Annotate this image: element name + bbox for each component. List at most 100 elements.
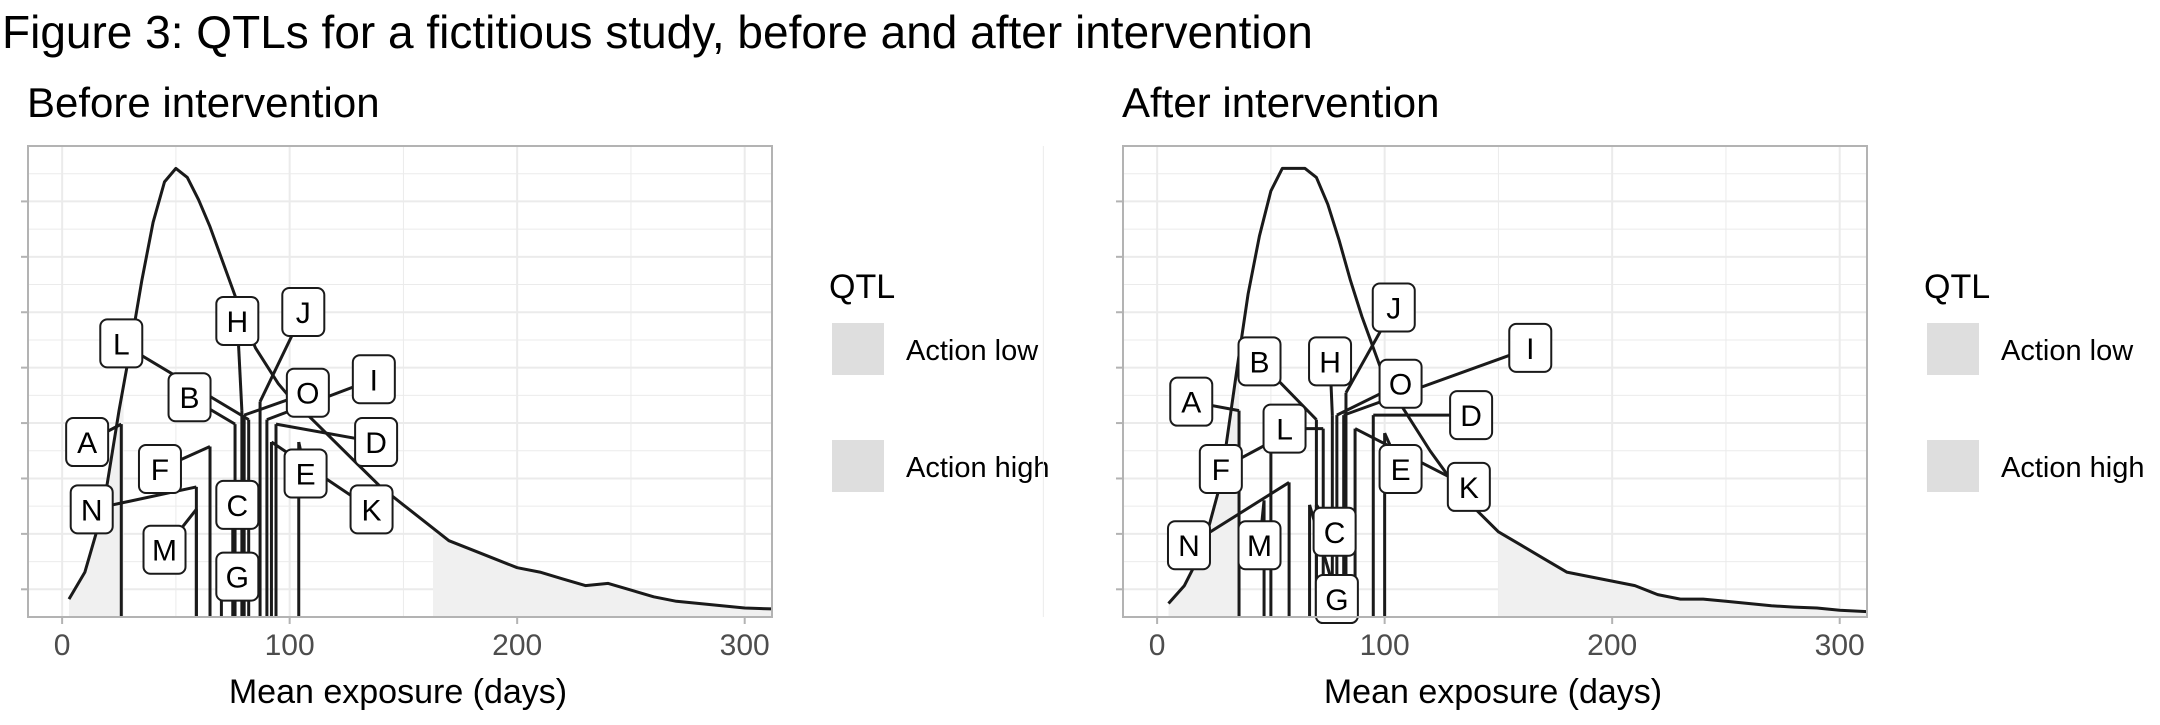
qtl-label-g: G bbox=[1325, 584, 1348, 617]
legend-after: QTL Action low Action high bbox=[1924, 268, 2145, 492]
x-axis-label: Mean exposure (days) bbox=[1324, 673, 1662, 711]
qtl-label-l: L bbox=[1276, 414, 1293, 447]
panel-title: After intervention bbox=[1122, 79, 1440, 126]
qtl-label-a: A bbox=[1181, 387, 1201, 420]
panel-title: Before intervention bbox=[27, 79, 380, 126]
legend-label-action-low: Action low bbox=[906, 335, 1039, 367]
qtl-leader-i bbox=[1343, 346, 1531, 417]
qtl-label-box-i bbox=[351, 354, 396, 405]
qtl-label-f: F bbox=[151, 454, 169, 487]
qtl-label-e: E bbox=[296, 458, 316, 491]
qtl-label-box-k bbox=[1446, 461, 1491, 512]
shaded-region-action-low bbox=[1168, 355, 1240, 617]
qtl-label-m: M bbox=[1247, 530, 1272, 563]
x-tick-label: 0 bbox=[54, 629, 71, 662]
qtl-label-box-c bbox=[1312, 506, 1357, 557]
qtl-label-box-l bbox=[99, 318, 144, 369]
panel-before: Before intervention A B C D E F G H I J K L M N O 0 100 2… bbox=[21, 79, 773, 711]
qtl-label-n: N bbox=[81, 494, 103, 527]
grid bbox=[28, 146, 772, 617]
legend-label-action-high: Action high bbox=[906, 452, 1050, 484]
qtl-label-l: L bbox=[113, 328, 130, 361]
legend-key-action-low bbox=[1927, 323, 1979, 375]
qtl-label-b: B bbox=[180, 382, 200, 415]
qtl-label-box-h bbox=[1308, 336, 1353, 387]
qtl-label-i: I bbox=[370, 364, 378, 397]
qtl-label-d: D bbox=[365, 427, 387, 460]
qtl-label-box-e bbox=[283, 448, 328, 499]
qtl-label-h: H bbox=[1319, 346, 1341, 379]
qtl-label-o: O bbox=[1389, 369, 1412, 402]
panel-border bbox=[27, 145, 773, 618]
qtl-label-box-k bbox=[349, 484, 394, 535]
qtl-label-k: K bbox=[1459, 472, 1479, 505]
legend-key-action-high bbox=[832, 440, 884, 492]
plot-area: A B C D E F G H I J K L M N O 0 100 200 300 bbox=[21, 145, 773, 662]
x-tick-label: 300 bbox=[720, 629, 770, 662]
density-curve bbox=[67, 166, 773, 611]
qtl-label-k: K bbox=[362, 494, 382, 527]
qtl-label-g: G bbox=[226, 562, 249, 595]
x-tick-label: 100 bbox=[1360, 629, 1410, 662]
qtl-label-c: C bbox=[226, 490, 248, 523]
grid bbox=[1042, 146, 1867, 617]
qtl-label-box-d bbox=[354, 417, 399, 468]
qtl-label-box-f bbox=[1198, 443, 1243, 494]
x-tick-label: 200 bbox=[492, 629, 542, 662]
qtl-label-a: A bbox=[77, 427, 97, 460]
qtl-label-f: F bbox=[1212, 454, 1230, 487]
qtl-label-box-j bbox=[1371, 282, 1416, 333]
x-axis-label: Mean exposure (days) bbox=[229, 673, 567, 711]
qtl-label-d: D bbox=[1460, 400, 1482, 433]
x-tick-label: 100 bbox=[265, 629, 315, 662]
figure-title: Figure 3: QTLs for a fictitious study, b… bbox=[2, 6, 1313, 58]
qtl-label-box-g bbox=[215, 551, 260, 602]
qtl-label-box-g bbox=[1314, 574, 1359, 625]
qtl-label-box-l bbox=[1262, 403, 1307, 454]
qtl-label-box-o bbox=[285, 367, 330, 418]
x-tick-label: 0 bbox=[1149, 629, 1166, 662]
legend-label-action-low: Action low bbox=[2001, 335, 2134, 367]
qtl-label-box-b bbox=[167, 372, 212, 423]
legend-key-action-low bbox=[832, 323, 884, 375]
qtl-label-j: J bbox=[296, 297, 311, 330]
qtl-label-j: J bbox=[1386, 292, 1401, 325]
qtl-label-b: B bbox=[1250, 346, 1270, 379]
panel-border bbox=[1122, 145, 1868, 618]
qtl-label-box-j bbox=[281, 286, 326, 337]
qtl-label-c: C bbox=[1324, 517, 1346, 550]
qtl-label-box-h bbox=[215, 295, 260, 346]
legend-title: QTL bbox=[829, 268, 895, 306]
qtl-label-h: H bbox=[226, 306, 248, 339]
qtl-label-box-f bbox=[137, 443, 182, 494]
qtl-label-i: I bbox=[1526, 333, 1534, 366]
qtl-label-o: O bbox=[296, 378, 319, 411]
legend-title: QTL bbox=[1924, 268, 1990, 306]
qtl-label-box-o bbox=[1378, 358, 1423, 409]
qtl-label-box-n bbox=[69, 484, 114, 535]
qtl-label-m: M bbox=[152, 535, 177, 568]
shaded-region-action-low bbox=[68, 385, 124, 617]
qtl-label-box-m bbox=[1237, 520, 1282, 571]
density-curve bbox=[1167, 166, 1868, 614]
legend-label-action-high: Action high bbox=[2001, 452, 2145, 484]
x-tick-label: 300 bbox=[1815, 629, 1865, 662]
qtl-label-box-c bbox=[215, 479, 260, 530]
qtl-label-box-i bbox=[1508, 322, 1553, 373]
shaded-region-action-high bbox=[1498, 531, 1867, 617]
legend-before: QTL Action low Action high bbox=[829, 268, 1050, 492]
qtl-label-box-m bbox=[142, 524, 187, 575]
qtl-label-box-n bbox=[1166, 520, 1211, 571]
legend-key-action-high bbox=[1927, 440, 1979, 492]
qtl-label-box-d bbox=[1449, 390, 1494, 441]
x-tick-label: 200 bbox=[1587, 629, 1637, 662]
plot-area: A B C D E F G H I J K L M N O 0 100 200 300 bbox=[1042, 145, 1868, 662]
qtl-label-box-a bbox=[65, 417, 110, 468]
qtl-label-box-b bbox=[1237, 336, 1282, 387]
qtl-label-e: E bbox=[1391, 454, 1411, 487]
panel-after: After intervention A B C D E F G H I J K L M N O 0 100 20… bbox=[1042, 79, 1868, 711]
qtl-label-box-e bbox=[1378, 443, 1423, 494]
qtl-label-box-a bbox=[1169, 376, 1214, 427]
qtl-label-n: N bbox=[1178, 530, 1200, 563]
